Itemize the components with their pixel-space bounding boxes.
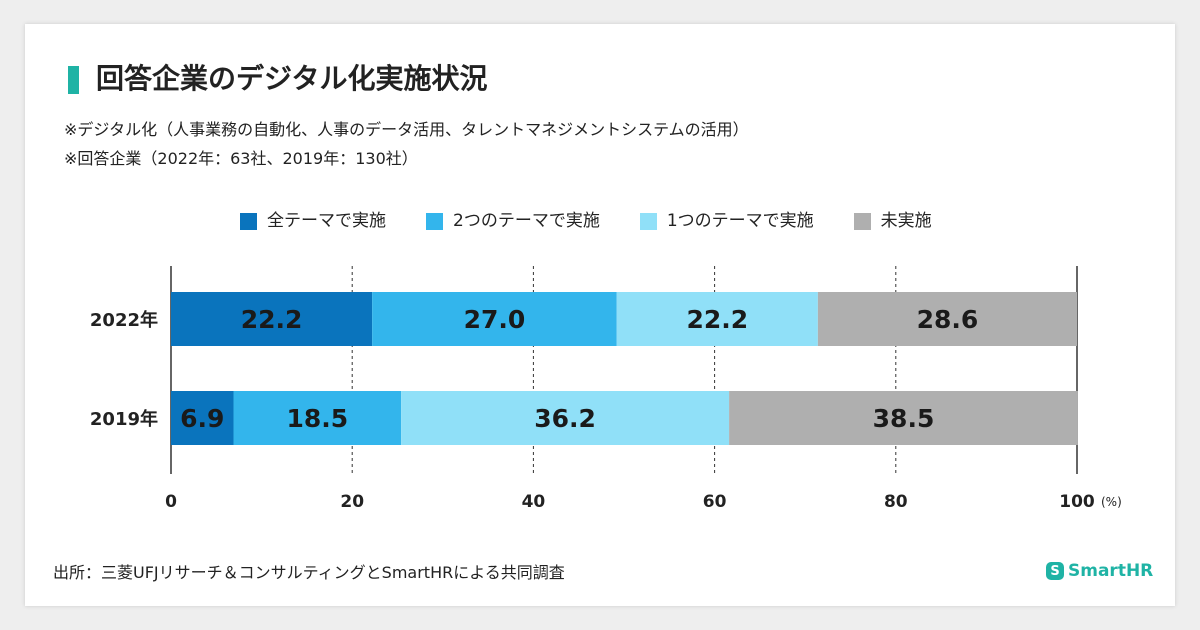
data-label: 22.2: [686, 305, 748, 334]
legend-label: 未実施: [880, 211, 932, 231]
data-label: 6.9: [180, 404, 224, 433]
data-label: 18.5: [286, 404, 348, 433]
brand-logo: S SmartHR: [1046, 558, 1153, 584]
bar-segment: [171, 391, 234, 445]
legend-label: 全テーマで実施: [267, 211, 386, 231]
bar-segment: [616, 292, 818, 346]
x-tick-label: 0: [165, 492, 177, 512]
category-label: 2019年: [90, 408, 158, 430]
brand-name: SmartHR: [1068, 561, 1154, 581]
legend-item-all-themes: 全テーマで実施: [240, 210, 386, 232]
x-tick-label: 60: [703, 492, 727, 512]
note-respondents: ※回答企業（2022年：63社、2019年：130社）: [64, 149, 418, 168]
x-tick-label: 40: [522, 492, 546, 512]
bar-segment: [401, 391, 730, 445]
legend: 全テーマで実施 2つのテーマで実施 1つのテーマで実施 未実施: [240, 208, 972, 234]
data-label: 36.2: [534, 404, 596, 433]
category-label: 2022年: [90, 309, 158, 331]
data-label: 28.6: [917, 305, 979, 334]
x-tick-label: 80: [884, 492, 908, 512]
legend-swatch: [240, 212, 257, 230]
source-note: 出所：三菱UFJリサーチ＆コンサルティングとSmartHRによる共同調査: [53, 563, 565, 582]
x-tick-label: 20: [340, 492, 364, 512]
bar-segment: [372, 292, 617, 346]
legend-item-one-theme: 1つのテーマで実施: [639, 210, 814, 232]
legend-label: 2つのテーマで実施: [453, 211, 600, 231]
x-tick-label: 100: [1059, 492, 1095, 512]
data-label: 38.5: [873, 404, 935, 433]
legend-swatch: [639, 212, 657, 230]
legend-swatch: [426, 212, 443, 230]
chart-title: 回答企業のデジタル化実施状況: [96, 62, 488, 95]
smarthr-logo-icon: S: [1046, 562, 1064, 580]
bar-segment: [171, 292, 373, 346]
legend-item-two-themes: 2つのテーマで実施: [426, 210, 600, 232]
legend-swatch: [853, 212, 871, 230]
x-unit-label: (%): [1101, 495, 1122, 509]
legend-label: 1つのテーマで実施: [666, 211, 814, 231]
data-label: 22.2: [241, 305, 303, 334]
data-label: 27.0: [464, 305, 526, 334]
legend-item-not-implemented: 未実施: [853, 210, 932, 232]
bar-segment: [729, 391, 1078, 445]
note-digitalization: ※デジタル化（人事業務の自動化、人事のデータ活用、タレントマネジメントシステムの…: [64, 120, 749, 139]
title-accent-bar: [68, 66, 79, 94]
bar-segment: [233, 391, 402, 445]
bar-segment: [817, 292, 1077, 346]
